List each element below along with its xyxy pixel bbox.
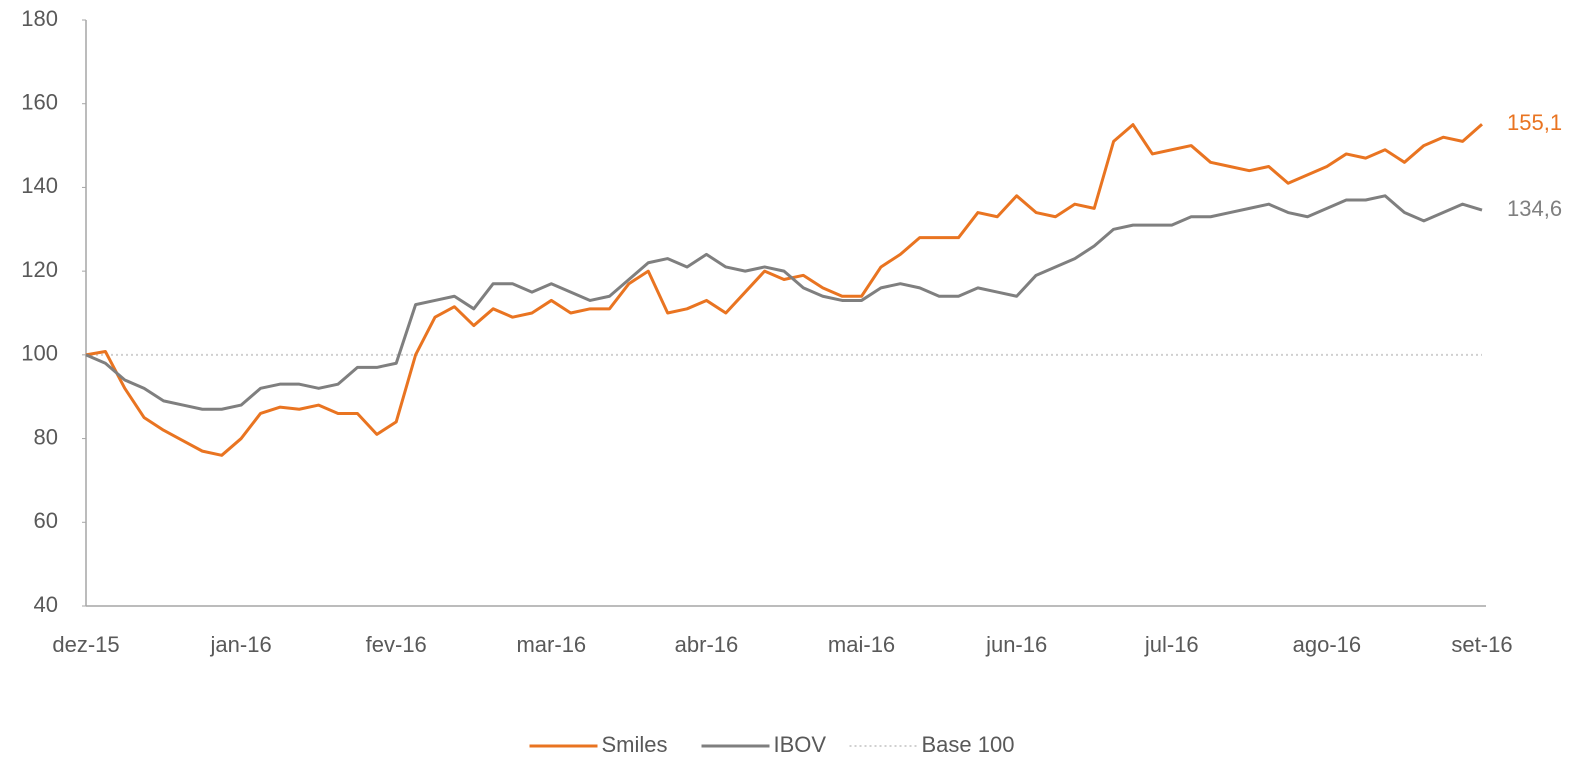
y-tick-label: 180 [21,6,58,31]
legend-label: IBOV [774,732,827,757]
y-tick-label: 100 [21,341,58,366]
x-tick-label: set-16 [1451,632,1512,657]
x-tick-label: jun-16 [985,632,1047,657]
x-tick-label: ago-16 [1293,632,1362,657]
y-tick-label: 160 [21,90,58,115]
x-tick-label: mar-16 [516,632,586,657]
x-tick-label: dez-15 [52,632,119,657]
y-tick-label: 140 [21,173,58,198]
y-tick-label: 120 [21,257,58,282]
end-label: 134,6 [1507,196,1562,221]
x-tick-label: mai-16 [828,632,895,657]
y-tick-label: 60 [34,508,58,533]
legend-label: Smiles [602,732,668,757]
y-tick-label: 80 [34,424,58,449]
x-tick-label: jul-16 [1144,632,1199,657]
series-line [85,123,1483,457]
series-line [85,194,1483,411]
end-label: 155,1 [1507,110,1562,135]
legend-label: Base 100 [922,732,1015,757]
x-tick-label: jan-16 [210,632,272,657]
x-tick-label: fev-16 [366,632,427,657]
x-tick-label: abr-16 [675,632,739,657]
y-tick-label: 40 [34,592,58,617]
